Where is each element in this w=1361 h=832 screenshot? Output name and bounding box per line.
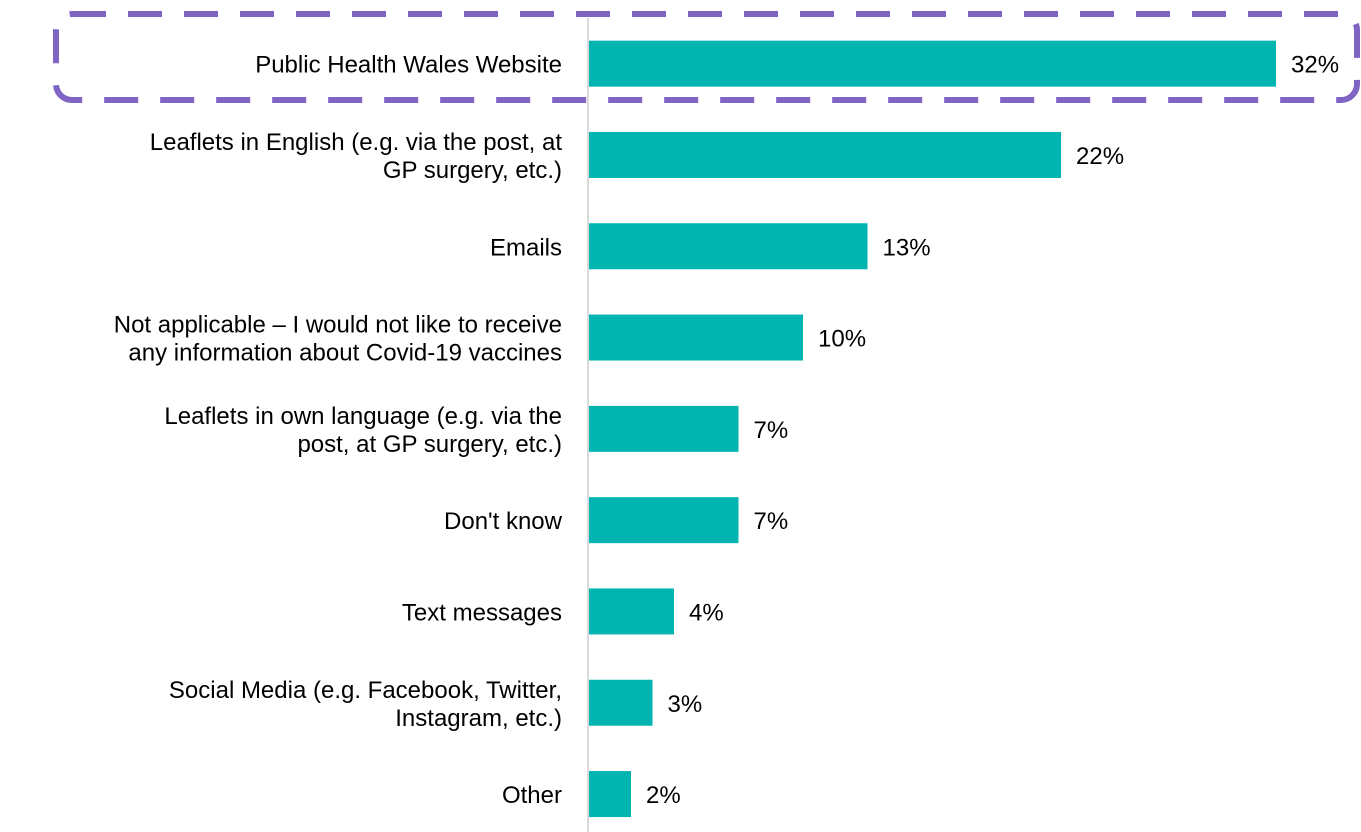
bar [589, 497, 739, 544]
category-label: Instagram, etc.) [395, 705, 562, 732]
category-label: any information about Covid-19 vaccines [128, 340, 562, 367]
bar [589, 588, 674, 635]
category-label: Text messages [402, 599, 562, 626]
bar [589, 679, 653, 726]
bar-value-label: 7% [754, 508, 789, 535]
category-label: post, at GP surgery, etc.) [297, 431, 562, 458]
category-labels-group: Public Health Wales Website Leaflets in E… [114, 52, 563, 809]
bar-value-label: 2% [646, 782, 681, 809]
value-labels-group: 32% 22% 13% 10% 7% 7% 4% 3% 2% [646, 52, 1339, 809]
category-label: Leaflets in English (e.g. via the post, … [150, 129, 563, 156]
bar-value-label: 22% [1076, 143, 1124, 170]
bar-value-label: 7% [754, 417, 789, 444]
bar-value-label: 10% [818, 326, 866, 353]
category-label: GP surgery, etc.) [383, 157, 562, 184]
bar [589, 223, 868, 270]
category-label: Public Health Wales Website [255, 52, 562, 79]
bar [589, 405, 739, 452]
category-label: Emails [490, 234, 562, 261]
category-label: Leaflets in own language (e.g. via the [164, 403, 562, 430]
bar [589, 314, 803, 361]
category-label: Other [502, 782, 562, 809]
bar-value-label: 32% [1291, 52, 1339, 79]
bar [589, 40, 1276, 87]
bar-value-label: 3% [668, 691, 703, 718]
category-label: Social Media (e.g. Facebook, Twitter, [169, 677, 562, 704]
highlight-box [53, 11, 1360, 103]
bar [589, 771, 631, 818]
bar-value-label: 4% [689, 599, 724, 626]
category-label: Not applicable – I would not like to rec… [114, 312, 562, 339]
bar [589, 131, 1061, 178]
bar-value-label: 13% [883, 234, 931, 261]
bars-group [589, 40, 1276, 818]
category-label: Don't know [444, 508, 563, 535]
